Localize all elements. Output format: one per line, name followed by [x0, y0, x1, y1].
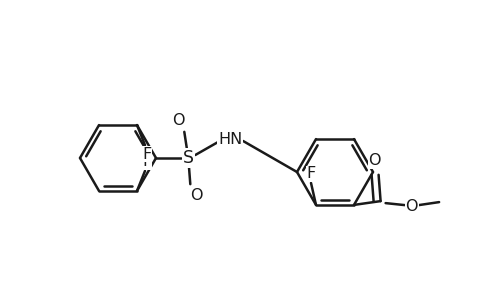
Text: S: S: [182, 149, 194, 167]
Text: F: F: [306, 166, 315, 182]
Text: F: F: [142, 147, 151, 162]
Text: O: O: [405, 199, 417, 214]
Text: F: F: [142, 154, 151, 169]
Text: HN: HN: [217, 132, 242, 147]
Text: O: O: [172, 113, 184, 128]
Text: O: O: [190, 188, 202, 203]
Text: O: O: [367, 153, 380, 168]
